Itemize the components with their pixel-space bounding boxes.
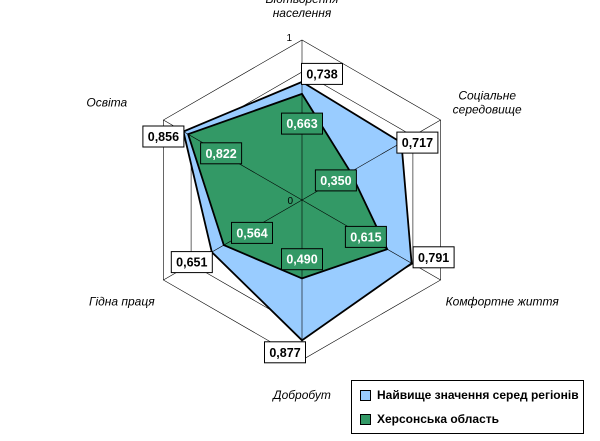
axis-label: Відтвореннянаселення [266,0,340,20]
data-label-max-region-box [301,62,343,85]
axis-label: Добробут [271,388,331,402]
legend: Найвище значення серед регіонів Херсонсь… [351,380,584,434]
axis-label: Гідна праця [89,295,155,309]
data-label-max-region: 0,791 [412,246,455,269]
data-label-kherson: 0,350 [314,169,357,192]
data-label-max-region: 0,877 [264,341,306,364]
data-label-kherson-text: 0,564 [236,226,267,240]
data-label-kherson-text: 0,822 [205,147,236,161]
data-label-kherson-text: 0,490 [286,253,317,267]
data-label-kherson: 0,564 [231,221,273,244]
data-label-kherson-text: 0,615 [350,230,381,244]
legend-swatch-kherson [360,413,371,425]
data-label-kherson: 0,822 [200,142,243,165]
data-label-max-region-text: 0,738 [306,67,337,81]
tick-label-max: 1 [286,33,292,44]
data-label-max-region: 0,651 [170,251,213,274]
data-label-kherson-box [231,221,273,244]
data-label-kherson: 0,615 [344,225,387,248]
data-label-max-region: 0,856 [142,125,185,148]
legend-item-max-region: Найвище значення серед регіонів [360,388,579,402]
data-label-kherson-box [281,112,323,135]
data-label-kherson-box [314,169,357,192]
data-label-max-region-text: 0,717 [402,136,433,150]
legend-swatch-max-region [360,389,371,401]
data-label-max-region: 0,717 [396,131,439,154]
legend-label-max-region: Найвище значення серед регіонів [377,388,579,402]
data-label-kherson-box [281,248,323,271]
data-label-max-region-box [412,246,455,269]
data-label-kherson: 0,663 [281,112,323,135]
legend-item-kherson: Херсонська область [360,412,499,426]
data-label-max-region-text: 0,791 [418,251,449,265]
data-label-max-region-box [264,341,306,364]
data-label-kherson-text: 0,350 [320,174,351,188]
data-label-max-region-box [396,131,439,154]
data-label-kherson-box [344,225,387,248]
legend-label-kherson: Херсонська область [377,412,499,426]
axis-label: Комфортне життя [446,295,560,309]
data-label-kherson-text: 0,663 [286,117,317,131]
data-label-max-region-text: 0,877 [269,346,300,360]
data-label-max-region-box [170,251,213,274]
axis-label: Соціальне середовище [453,88,522,116]
data-label-max-region: 0,738 [301,62,343,85]
data-label-kherson: 0,490 [281,248,323,271]
tick-label-min: 0 [287,196,293,207]
data-label-kherson-box [200,142,243,165]
axis-label: Освіта [86,95,127,109]
data-label-max-region-text: 0,856 [148,130,179,144]
data-label-max-region-box [142,125,185,148]
data-label-max-region-text: 0,651 [176,256,207,270]
